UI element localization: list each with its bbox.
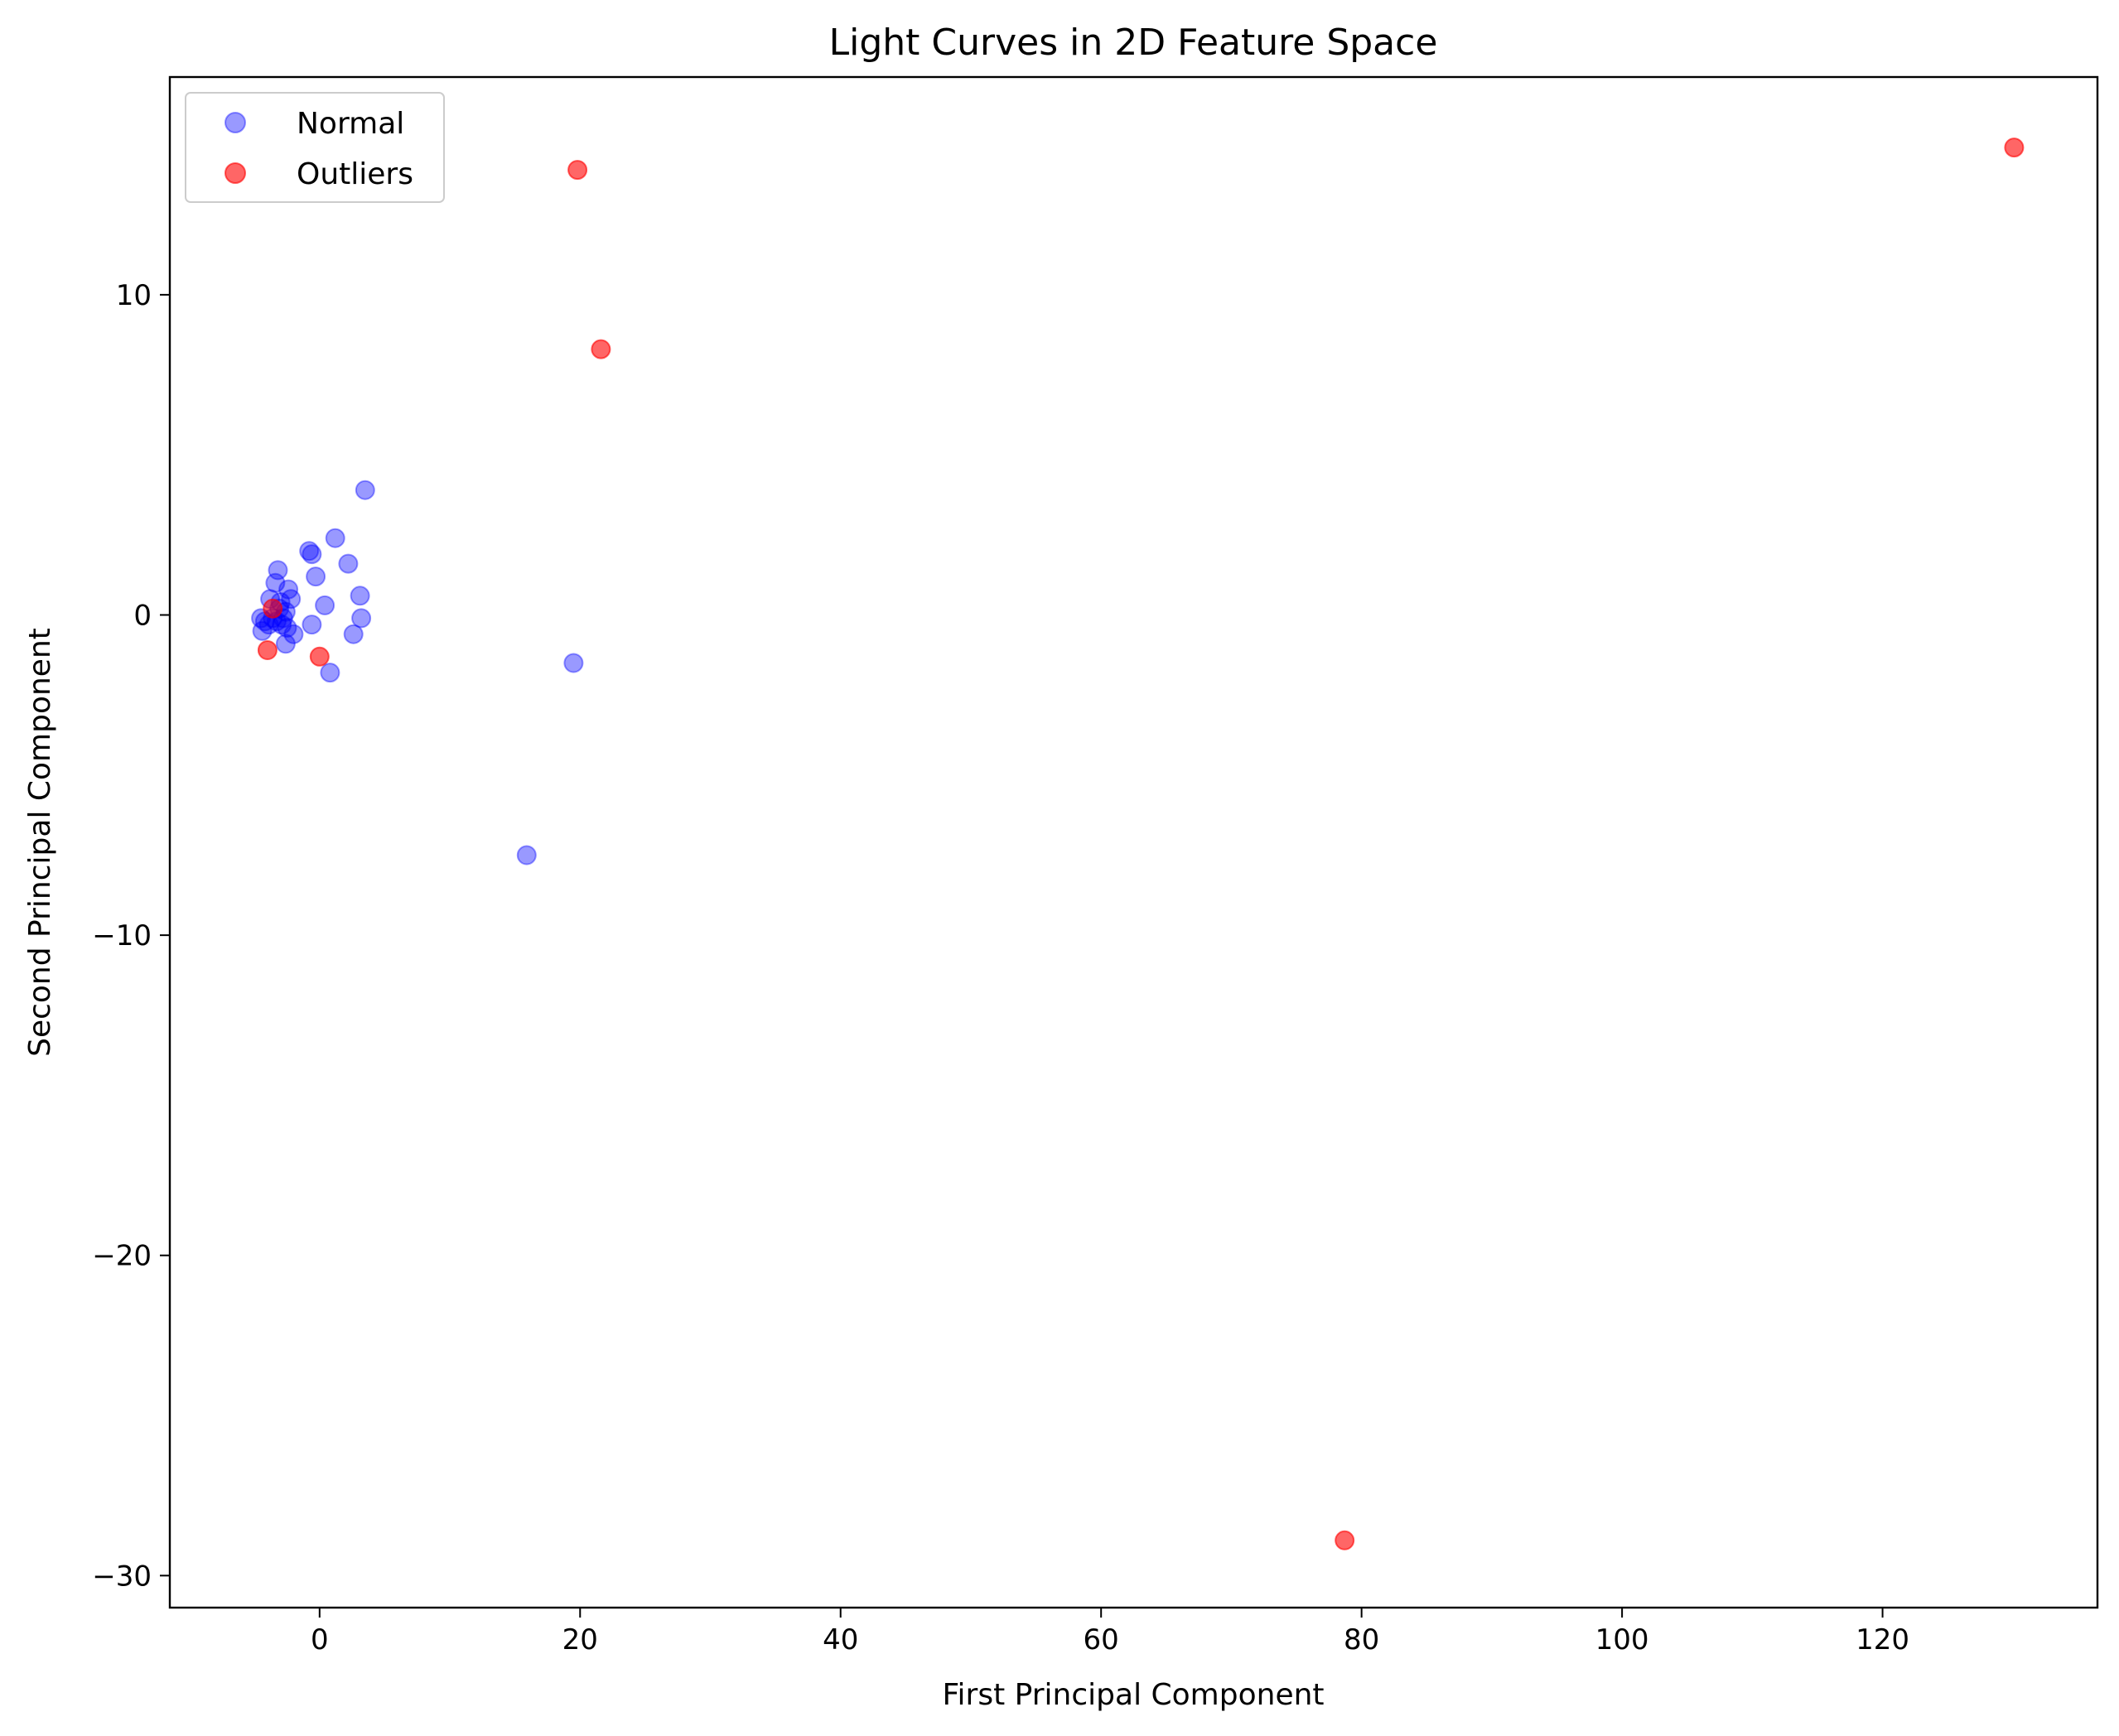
- data-point-outliers-3: [263, 598, 283, 619]
- x-tick-label: 80: [1344, 1623, 1379, 1656]
- series-outliers: [257, 137, 2025, 1550]
- data-point-outliers-2: [591, 339, 611, 359]
- data-point-normal-21: [272, 615, 292, 635]
- data-point-normal-4: [338, 553, 359, 574]
- data-point-normal-12: [315, 595, 335, 615]
- x-tick-label: 100: [1595, 1623, 1649, 1656]
- data-point-normal-8: [278, 579, 299, 600]
- x-tick-label: 60: [1084, 1623, 1119, 1656]
- plot-area: [251, 137, 2025, 1550]
- y-tick-label: −10: [92, 919, 152, 952]
- data-point-outliers-1: [567, 160, 588, 181]
- x-axis: 0 20 40 60 80 100 120: [311, 1608, 1909, 1656]
- data-point-normal-5: [268, 560, 288, 581]
- data-point-normal-29: [351, 608, 372, 629]
- data-point-outliers-6: [1335, 1530, 1355, 1550]
- x-tick-label: 0: [311, 1623, 329, 1656]
- data-point-normal-24: [277, 618, 297, 638]
- data-point-normal-0: [355, 480, 375, 500]
- data-point-normal-1: [325, 528, 345, 548]
- axes-frame: [168, 75, 2099, 1609]
- chart-title: Light Curves in 2D Feature Space: [829, 22, 1438, 64]
- legend-frame: [185, 92, 445, 203]
- data-point-normal-31: [563, 653, 584, 673]
- x-tick-label: 120: [1856, 1623, 1909, 1656]
- data-point-normal-28: [343, 624, 364, 644]
- data-point-normal-6: [306, 567, 326, 587]
- x-axis-label: First Principal Component: [942, 1678, 1324, 1712]
- series-normal: [251, 480, 584, 866]
- x-tick-label: 20: [562, 1623, 598, 1656]
- legend: Normal Outliers: [185, 92, 445, 203]
- legend-marker-normal: [224, 112, 246, 133]
- data-point-normal-3: [302, 544, 322, 565]
- legend-label-normal: Normal: [297, 107, 404, 141]
- data-point-normal-18: [252, 620, 273, 641]
- data-point-normal-27: [302, 615, 322, 635]
- data-point-normal-10: [281, 589, 302, 610]
- y-tick-label: 10: [116, 279, 152, 312]
- data-point-normal-2: [299, 541, 320, 562]
- legend-label-outliers: Outliers: [297, 157, 413, 191]
- y-axis-label: Second Principal Component: [23, 628, 57, 1057]
- x-tick-label: 40: [823, 1623, 858, 1656]
- y-axis: 10 0 −10 −20 −30: [92, 279, 170, 1593]
- data-point-normal-32: [516, 845, 537, 866]
- data-point-normal-26: [275, 634, 296, 654]
- y-tick-label: −20: [92, 1240, 152, 1273]
- y-tick-label: −30: [92, 1560, 152, 1593]
- data-point-normal-25: [283, 624, 304, 644]
- data-point-outliers-5: [309, 646, 330, 667]
- y-tick-label: 0: [133, 600, 152, 633]
- data-point-normal-7: [265, 572, 286, 593]
- data-point-outliers-4: [257, 640, 278, 660]
- data-point-normal-11: [350, 586, 370, 606]
- data-point-normal-30: [320, 663, 340, 683]
- data-point-outliers-0: [2004, 137, 2025, 158]
- legend-marker-outliers: [224, 162, 246, 184]
